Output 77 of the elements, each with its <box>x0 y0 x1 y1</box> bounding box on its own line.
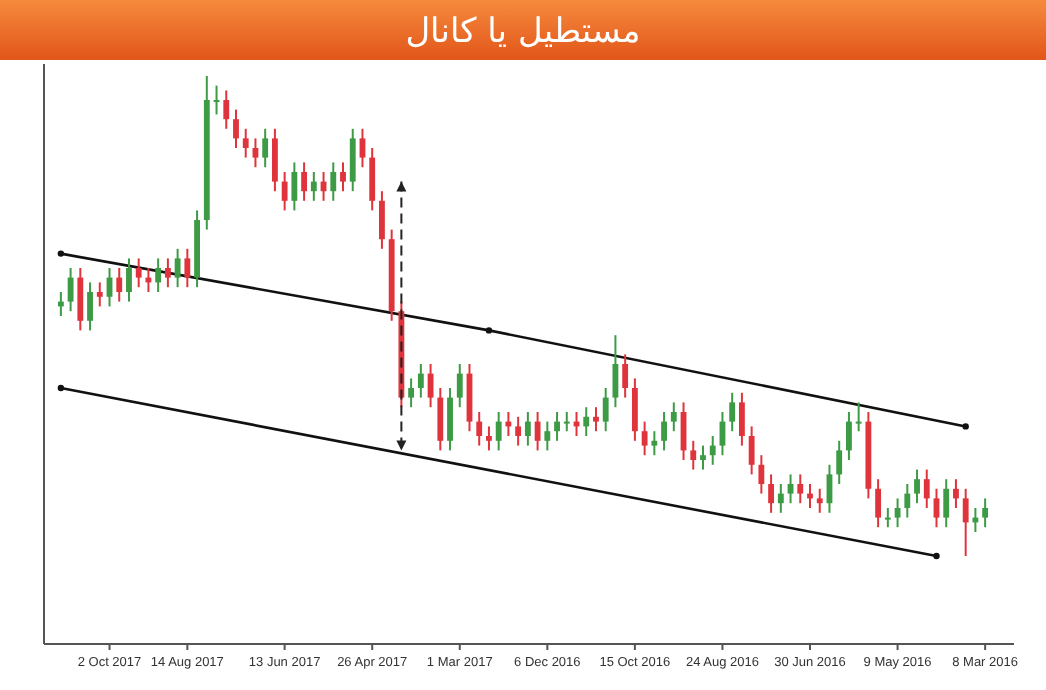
candlestick <box>233 108 239 149</box>
candlestick <box>447 387 453 452</box>
candlestick <box>758 454 765 495</box>
candlestick <box>408 377 415 409</box>
point <box>57 384 65 392</box>
candlestick <box>729 391 736 433</box>
candlestick <box>836 439 843 485</box>
candlestick <box>135 257 142 289</box>
candlestick <box>690 439 697 471</box>
candlestick <box>602 387 609 433</box>
candlestick <box>116 267 123 303</box>
candlestick <box>369 147 376 212</box>
candlestick <box>96 281 103 308</box>
candlestick <box>563 411 570 433</box>
point <box>485 327 493 334</box>
candlestick <box>738 391 745 447</box>
candlestick <box>301 161 308 202</box>
point <box>933 552 940 560</box>
candlestick <box>709 435 716 466</box>
candlestick <box>126 257 132 303</box>
candlestick <box>797 473 804 505</box>
candlestick <box>184 247 191 289</box>
candlestick <box>340 161 346 193</box>
candlestick <box>651 430 658 457</box>
candlestick <box>982 497 989 529</box>
candlestick <box>777 483 784 514</box>
candlestick <box>271 127 278 193</box>
candlestick <box>155 257 162 293</box>
candlestick <box>904 483 911 519</box>
candlestick <box>164 257 171 289</box>
candlestick <box>524 411 531 447</box>
candlestick <box>330 161 337 202</box>
candlestick <box>670 401 677 433</box>
candlestick <box>700 444 706 471</box>
candlestick <box>768 473 775 514</box>
candlestick <box>914 468 920 505</box>
candlestick <box>223 89 230 130</box>
candlestick <box>87 281 93 332</box>
candlestick <box>855 401 862 433</box>
candlestick <box>349 127 356 193</box>
candlestick <box>816 487 823 514</box>
candlestick <box>291 161 298 212</box>
candlestick <box>631 377 638 442</box>
candlestick <box>884 507 891 529</box>
candlestick <box>962 487 969 557</box>
candlestick <box>622 353 629 399</box>
candlestick <box>583 406 590 437</box>
candlestick <box>923 468 930 509</box>
candlestick <box>943 478 950 529</box>
candlestick <box>846 411 852 461</box>
candlestick <box>417 363 424 399</box>
candlestick <box>641 420 648 457</box>
chart-title: مستطیل یا کانال <box>405 12 641 52</box>
candlestick <box>174 247 181 289</box>
candlestick <box>262 127 269 169</box>
candlestick <box>242 127 249 159</box>
candlestick <box>875 478 882 529</box>
candlestick <box>486 425 492 452</box>
candlestick <box>281 171 288 212</box>
candlestick <box>748 425 755 476</box>
candlestick <box>515 415 522 447</box>
candlestick <box>534 411 541 452</box>
point <box>57 250 65 257</box>
candlestick <box>437 387 444 452</box>
candlestick <box>593 406 599 433</box>
candlestick <box>77 267 84 332</box>
candlestick <box>456 363 463 409</box>
point <box>962 423 969 430</box>
candlestick <box>953 478 959 509</box>
candlestick <box>379 190 385 250</box>
candlestick <box>544 420 551 452</box>
candlestick <box>476 411 483 447</box>
candlestick <box>67 267 74 313</box>
candlestick <box>495 411 502 452</box>
candlestick <box>661 411 667 452</box>
candlestick <box>310 171 317 202</box>
candlestick <box>554 411 560 442</box>
